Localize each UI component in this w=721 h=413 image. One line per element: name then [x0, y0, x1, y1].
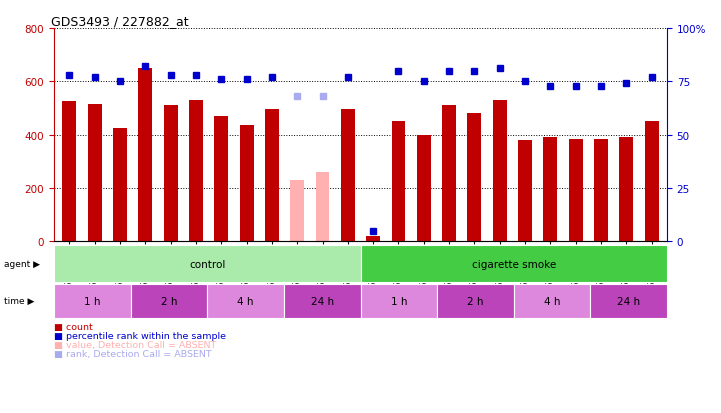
- Text: 1 h: 1 h: [391, 296, 407, 306]
- Text: ■ value, Detection Call = ABSENT: ■ value, Detection Call = ABSENT: [54, 340, 216, 349]
- Bar: [88, 104, 102, 242]
- Text: 1 h: 1 h: [84, 296, 101, 306]
- Text: 24 h: 24 h: [311, 296, 334, 306]
- Bar: [594, 139, 608, 242]
- Text: ■ rank, Detection Call = ABSENT: ■ rank, Detection Call = ABSENT: [54, 349, 212, 358]
- Bar: [62, 102, 76, 242]
- Bar: [442, 106, 456, 242]
- Bar: [189, 101, 203, 242]
- Bar: [113, 128, 127, 242]
- Text: 2 h: 2 h: [467, 296, 484, 306]
- Bar: [164, 106, 177, 242]
- Text: cigarette smoke: cigarette smoke: [472, 259, 556, 269]
- Text: 4 h: 4 h: [237, 296, 254, 306]
- Text: ■ count: ■ count: [54, 322, 93, 331]
- Bar: [366, 236, 380, 242]
- Text: 4 h: 4 h: [544, 296, 560, 306]
- Bar: [392, 122, 405, 242]
- Text: time ▶: time ▶: [4, 297, 34, 306]
- Text: GDS3493 / 227882_at: GDS3493 / 227882_at: [51, 15, 189, 28]
- Bar: [341, 110, 355, 242]
- Bar: [467, 114, 482, 242]
- Bar: [518, 140, 532, 242]
- Bar: [569, 139, 583, 242]
- Bar: [214, 116, 228, 242]
- Bar: [138, 69, 152, 242]
- Bar: [316, 173, 329, 242]
- Bar: [417, 135, 430, 242]
- Bar: [645, 122, 659, 242]
- Bar: [239, 126, 254, 242]
- Text: 2 h: 2 h: [161, 296, 177, 306]
- Bar: [544, 138, 557, 242]
- Bar: [493, 101, 507, 242]
- Text: agent ▶: agent ▶: [4, 259, 40, 268]
- Bar: [291, 180, 304, 242]
- Bar: [265, 110, 279, 242]
- Bar: [619, 138, 633, 242]
- Text: ■ percentile rank within the sample: ■ percentile rank within the sample: [54, 331, 226, 340]
- Text: control: control: [189, 259, 226, 269]
- Text: 24 h: 24 h: [617, 296, 640, 306]
